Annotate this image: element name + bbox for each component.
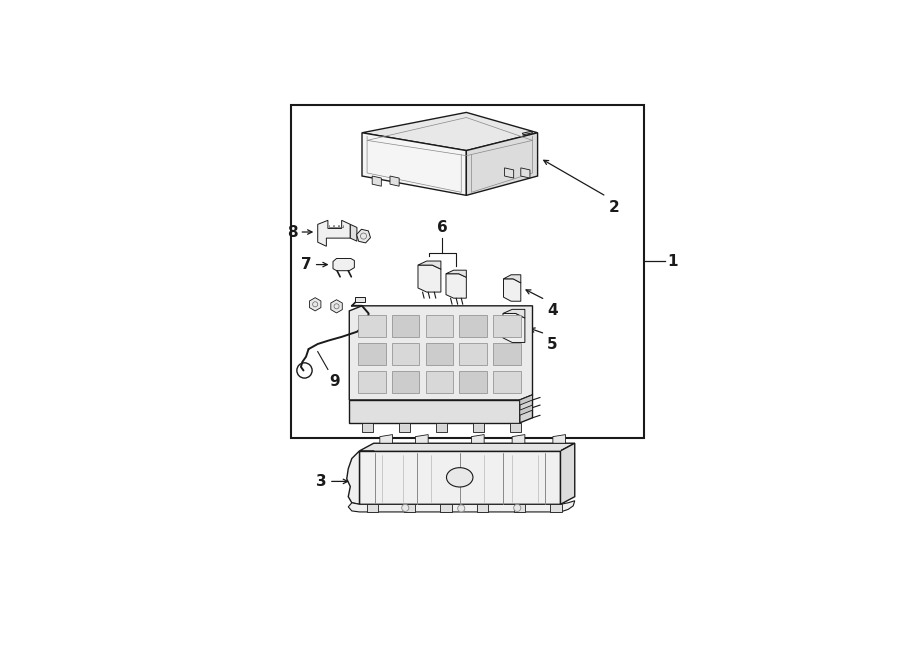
- Bar: [493, 344, 521, 366]
- Polygon shape: [440, 504, 452, 512]
- Polygon shape: [390, 176, 400, 186]
- Text: 9: 9: [328, 373, 339, 389]
- Bar: [493, 371, 521, 393]
- Polygon shape: [553, 434, 565, 444]
- Bar: [358, 315, 385, 337]
- Bar: [493, 315, 521, 337]
- Polygon shape: [512, 434, 525, 444]
- Bar: [459, 371, 487, 393]
- Polygon shape: [521, 168, 530, 178]
- Bar: [358, 371, 385, 393]
- Text: 2: 2: [609, 200, 619, 215]
- Circle shape: [401, 504, 409, 512]
- Polygon shape: [418, 265, 441, 292]
- Bar: [358, 344, 385, 366]
- Polygon shape: [348, 501, 575, 512]
- Polygon shape: [550, 504, 562, 512]
- Bar: [392, 371, 419, 393]
- Ellipse shape: [446, 468, 473, 487]
- Polygon shape: [346, 451, 359, 504]
- Polygon shape: [349, 400, 520, 423]
- Polygon shape: [362, 112, 537, 151]
- Polygon shape: [505, 168, 514, 178]
- Bar: [426, 315, 454, 337]
- Text: 3: 3: [316, 474, 327, 489]
- Polygon shape: [418, 261, 441, 269]
- Polygon shape: [373, 176, 382, 186]
- Bar: [392, 315, 419, 337]
- Polygon shape: [380, 434, 392, 444]
- Text: 4: 4: [547, 303, 558, 318]
- Polygon shape: [350, 224, 357, 241]
- Polygon shape: [503, 309, 525, 318]
- Polygon shape: [362, 423, 374, 432]
- Polygon shape: [349, 306, 533, 400]
- Bar: [426, 371, 454, 393]
- Circle shape: [514, 504, 521, 512]
- Polygon shape: [359, 451, 561, 504]
- Polygon shape: [561, 444, 575, 504]
- Bar: [291, 105, 644, 438]
- Polygon shape: [522, 132, 533, 135]
- Polygon shape: [514, 504, 525, 512]
- Text: 8: 8: [287, 225, 297, 239]
- Text: 1: 1: [668, 254, 678, 269]
- Polygon shape: [416, 434, 428, 444]
- Polygon shape: [436, 423, 447, 432]
- Polygon shape: [503, 313, 525, 342]
- Polygon shape: [472, 423, 484, 432]
- Polygon shape: [404, 504, 415, 512]
- Polygon shape: [362, 133, 466, 196]
- Bar: [459, 315, 487, 337]
- Circle shape: [458, 505, 464, 512]
- Bar: [459, 344, 487, 366]
- Polygon shape: [446, 270, 466, 278]
- Polygon shape: [520, 395, 533, 405]
- Polygon shape: [466, 133, 537, 196]
- Bar: [426, 344, 454, 366]
- Polygon shape: [446, 274, 466, 298]
- Polygon shape: [503, 275, 521, 283]
- Polygon shape: [472, 434, 484, 444]
- Polygon shape: [359, 444, 575, 451]
- Bar: [356, 297, 364, 302]
- Text: 6: 6: [437, 219, 448, 235]
- Polygon shape: [477, 504, 488, 512]
- Polygon shape: [520, 395, 533, 423]
- Polygon shape: [503, 279, 521, 301]
- Polygon shape: [520, 405, 533, 415]
- Text: 5: 5: [547, 337, 558, 352]
- Polygon shape: [509, 423, 521, 432]
- Text: 7: 7: [301, 257, 311, 272]
- Polygon shape: [333, 258, 355, 271]
- Polygon shape: [367, 504, 378, 512]
- Polygon shape: [399, 423, 410, 432]
- Bar: [392, 344, 419, 366]
- Polygon shape: [318, 220, 350, 247]
